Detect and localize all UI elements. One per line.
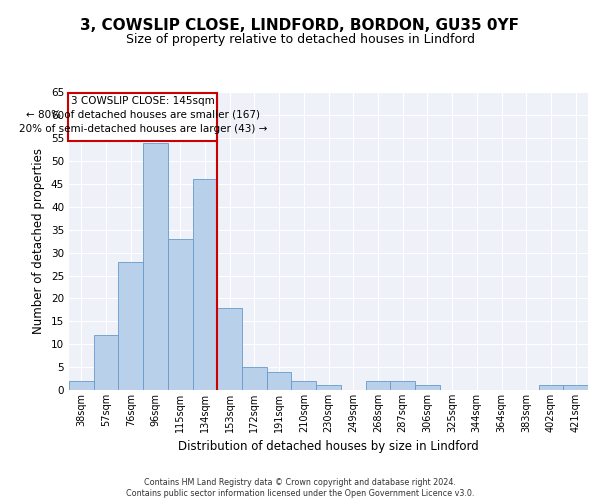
Bar <box>316 386 341 390</box>
Bar <box>292 381 316 390</box>
Text: 3, COWSLIP CLOSE, LINDFORD, BORDON, GU35 0YF: 3, COWSLIP CLOSE, LINDFORD, BORDON, GU35… <box>80 18 520 32</box>
Bar <box>193 180 217 390</box>
Bar <box>118 262 143 390</box>
Text: 20% of semi-detached houses are larger (43) →: 20% of semi-detached houses are larger (… <box>19 124 267 134</box>
Y-axis label: Number of detached properties: Number of detached properties <box>32 148 46 334</box>
Bar <box>242 367 267 390</box>
Bar <box>415 386 440 390</box>
Text: 3 COWSLIP CLOSE: 145sqm: 3 COWSLIP CLOSE: 145sqm <box>71 96 215 106</box>
Bar <box>217 308 242 390</box>
Bar <box>94 335 118 390</box>
FancyBboxPatch shape <box>68 94 217 140</box>
Bar <box>69 381 94 390</box>
Text: Contains HM Land Registry data © Crown copyright and database right 2024.
Contai: Contains HM Land Registry data © Crown c… <box>126 478 474 498</box>
Bar <box>168 239 193 390</box>
Text: Size of property relative to detached houses in Lindford: Size of property relative to detached ho… <box>125 32 475 46</box>
Text: ← 80% of detached houses are smaller (167): ← 80% of detached houses are smaller (16… <box>26 110 260 120</box>
Bar <box>365 381 390 390</box>
Bar <box>539 386 563 390</box>
Bar <box>390 381 415 390</box>
X-axis label: Distribution of detached houses by size in Lindford: Distribution of detached houses by size … <box>178 440 479 454</box>
Bar <box>267 372 292 390</box>
Bar <box>143 143 168 390</box>
Bar <box>563 386 588 390</box>
